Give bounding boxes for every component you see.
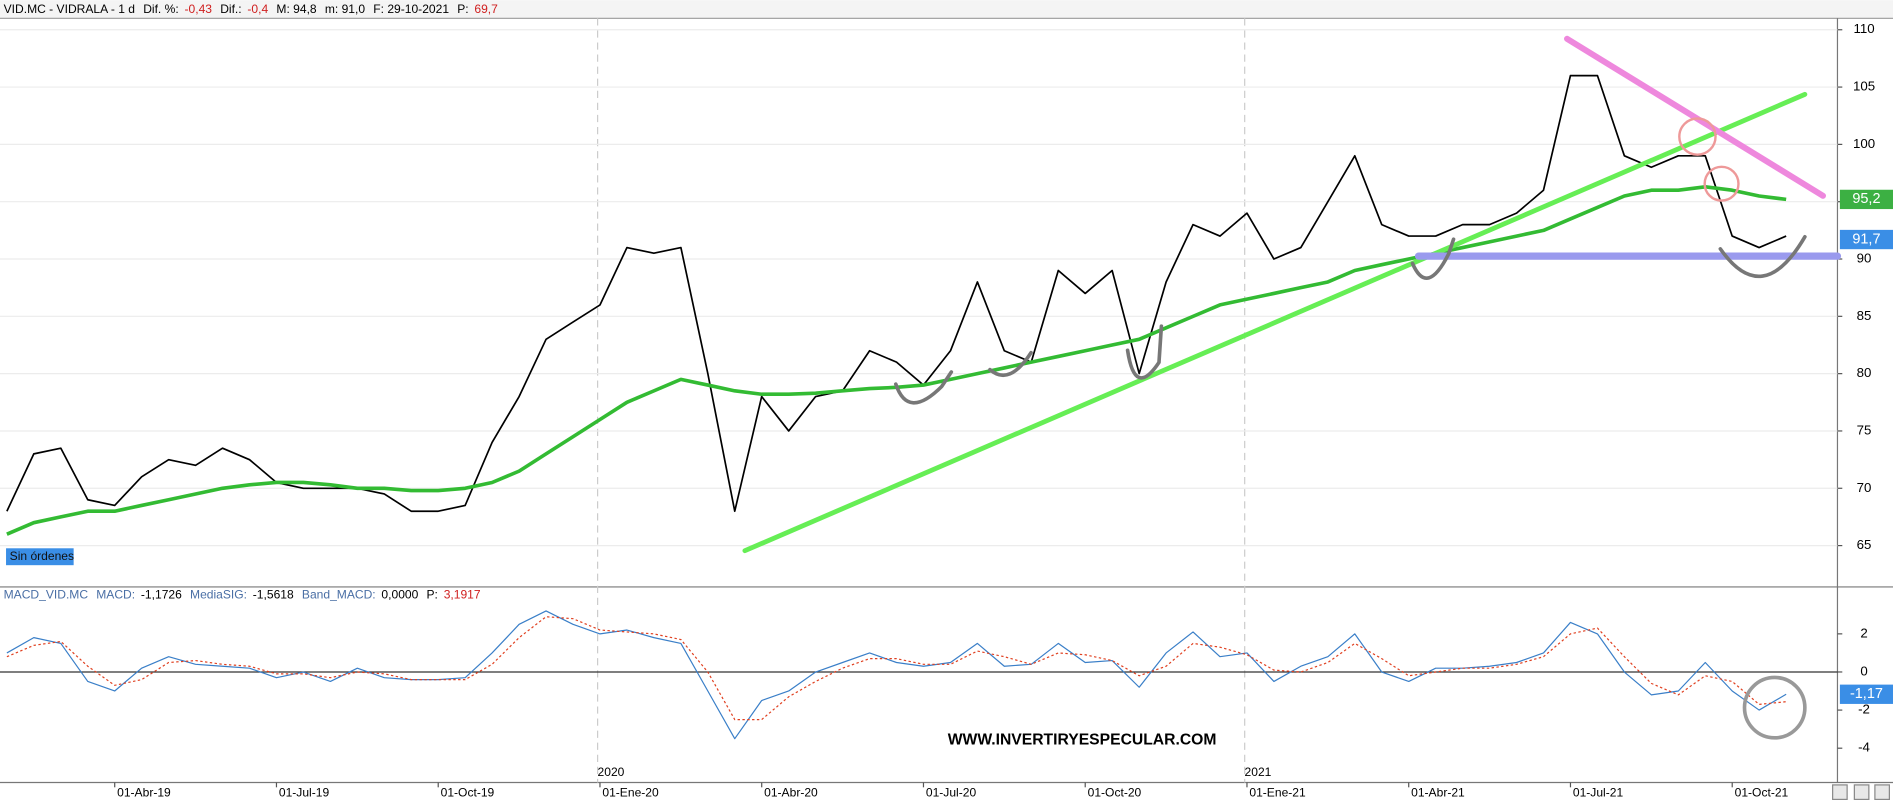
header-item: M: 94,8 — [276, 2, 317, 16]
x-tick-label: 01-Ene-21 — [1249, 786, 1306, 800]
trend-line — [742, 91, 1808, 554]
header-item: -1,1726 — [141, 588, 182, 602]
series-line — [6, 616, 1787, 721]
x-year-label: 2020 — [598, 765, 625, 779]
series-line — [6, 610, 1787, 740]
header-item: 3,1917 — [444, 588, 481, 602]
toolbar-button[interactable] — [1853, 784, 1870, 801]
y-tick-label: 0 — [1860, 663, 1867, 678]
price-tag — [1839, 189, 1893, 210]
toolbar-button[interactable] — [1832, 784, 1848, 801]
header-item: -1,5618 — [253, 588, 294, 602]
status-text: Sin órdenes — [10, 549, 74, 563]
x-tick-label: 01-Jul-19 — [279, 786, 330, 800]
header-item: 0,0000 — [381, 588, 418, 602]
header-item: VID.MC - VIDRALA - 1 d — [4, 2, 135, 16]
header-item: -0,43 — [185, 2, 213, 16]
header-item: Band_MACD: — [302, 588, 376, 602]
toolbar-button[interactable] — [1874, 784, 1890, 801]
y-tick-label: 65 — [1857, 537, 1872, 552]
y-tick-label: 80 — [1857, 365, 1872, 380]
header-item: MACD_VID.MC — [4, 588, 89, 602]
header-item: MediaSIG: — [190, 588, 247, 602]
header-bar — [0, 0, 1893, 19]
hand-drawn-curve — [1718, 235, 1807, 278]
macd-header: MACD_VID.MC MACD: -1,1726 MediaSIG: -1,5… — [4, 588, 481, 602]
y-tick-label: 75 — [1857, 422, 1872, 437]
header-item: m: 91,0 — [325, 2, 366, 16]
hand-drawn-curve — [1125, 324, 1164, 380]
y-tick-label: 90 — [1857, 251, 1872, 266]
x-tick-label: 01-Abr-21 — [1411, 786, 1465, 800]
header-item: -0,4 — [247, 2, 268, 16]
header-item: 69,7 — [474, 2, 498, 16]
highlight-circle — [1703, 165, 1740, 202]
y-tick-label: -4 — [1858, 740, 1870, 755]
x-year-label: 2021 — [1245, 765, 1272, 779]
x-tick-label: 01-Oct-21 — [1735, 786, 1789, 800]
y-tick-label: 70 — [1857, 480, 1872, 495]
header-item: P: — [457, 2, 468, 16]
header-item: F: 29-10-2021 — [373, 2, 449, 16]
price-header: VID.MC - VIDRALA - 1 d Dif. %: -0,43 Dif… — [4, 2, 499, 16]
hand-drawn-curve — [988, 350, 1033, 377]
watermark: WWW.INVERTIRYESPECULAR.COM — [948, 731, 1217, 748]
price-tag-label: 95,2 — [1852, 191, 1880, 207]
series-line — [6, 74, 1787, 513]
trend-line — [1564, 35, 1826, 199]
x-tick-label: 01-Oct-20 — [1088, 786, 1142, 800]
drawings — [742, 35, 1842, 740]
highlight-circle — [1742, 675, 1807, 740]
y-tick-label: 2 — [1860, 625, 1867, 640]
price-tag — [1839, 684, 1893, 704]
y-tick-label: 110 — [1853, 21, 1874, 36]
header-item: MACD: — [96, 588, 135, 602]
highlight-circle — [1678, 117, 1717, 156]
price-tag-label: -1,17 — [1850, 686, 1883, 702]
header-item: Dif.: — [220, 2, 241, 16]
y-tick-label: -2 — [1858, 702, 1870, 717]
y-tick-label: 100 — [1853, 136, 1875, 151]
x-tick-label: 01-Abr-19 — [117, 786, 171, 800]
x-tick-label: 01-Abr-20 — [764, 786, 818, 800]
status-box — [6, 548, 74, 566]
x-tick-label: 01-Jul-21 — [1573, 786, 1624, 800]
header-item: Dif. %: — [143, 2, 179, 16]
hand-drawn-curve — [893, 370, 954, 405]
y-tick-label: 85 — [1857, 308, 1872, 323]
x-tick-label: 01-Oct-19 — [441, 786, 495, 800]
y-tick-label: 105 — [1853, 79, 1875, 94]
plot-area: 6570758085909510010511095,291,7-4-202-1,… — [0, 21, 1893, 800]
price-tag-label: 91,7 — [1852, 231, 1880, 247]
x-tick-label: 01-Ene-20 — [602, 786, 659, 800]
hand-drawn-curve — [1410, 237, 1456, 280]
x-tick-label: 01-Jul-20 — [926, 786, 977, 800]
price-tag — [1839, 229, 1893, 250]
header-item: P: — [427, 588, 438, 602]
